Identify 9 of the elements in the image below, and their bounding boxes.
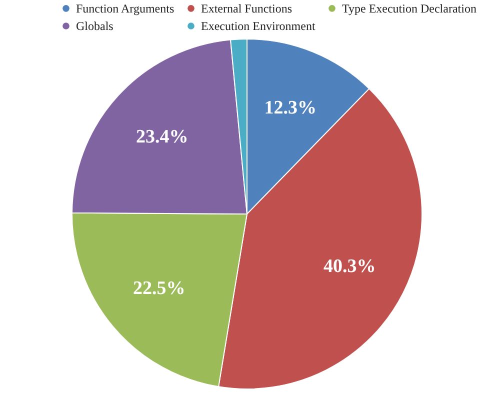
legend-label: Type Execution Declaration: [342, 1, 476, 16]
legend-label: Function Arguments: [76, 1, 174, 16]
data-label: 22.5%: [132, 278, 186, 300]
legend-label: External Functions: [201, 1, 292, 16]
legend-label: Execution Environment: [201, 19, 316, 33]
data-label: 12.3%: [264, 97, 316, 118]
data-label: 23.4%: [136, 126, 188, 148]
data-label: 40.3%: [324, 256, 376, 277]
legend-label: Globals: [76, 19, 114, 33]
